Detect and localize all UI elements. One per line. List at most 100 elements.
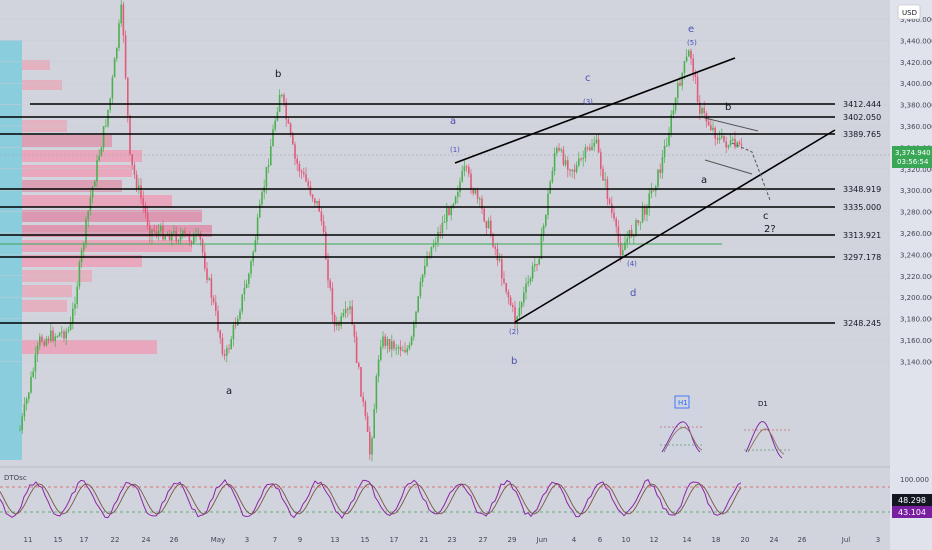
candle-body: [349, 306, 351, 310]
candle-body: [527, 281, 529, 284]
candle-body: [305, 174, 307, 182]
price-axis[interactable]: 3,460.000 3,440.000 3,420.000 3,400.000 3,38…: [900, 16, 932, 366]
candle-body: [294, 144, 296, 159]
candle-body: [386, 338, 389, 346]
candle-body: [633, 235, 635, 237]
candle-body: [175, 231, 177, 241]
candle-body: [234, 324, 237, 326]
candle-body: [296, 158, 298, 164]
candle-body: [580, 158, 582, 160]
candle-body: [573, 169, 576, 172]
level-label-3313: 3313.921: [843, 231, 881, 240]
h1-label: H1: [678, 399, 688, 407]
candle-body: [336, 322, 338, 326]
oscillator-upper-label: 100.000: [900, 476, 929, 484]
candle-body: [61, 331, 63, 333]
candle-body: [58, 332, 61, 337]
candle-body: [540, 233, 543, 259]
candle-body: [536, 264, 538, 266]
candle-body: [144, 205, 147, 213]
candle-body: [311, 194, 314, 199]
h1-label-box: [674, 395, 690, 409]
candle-body: [362, 396, 364, 402]
level-lines: [0, 103, 890, 324]
candle-body: [408, 344, 411, 349]
candle-body: [553, 153, 556, 172]
candle-body: [28, 392, 30, 400]
oscillator-line-fast: [0, 478, 742, 520]
time-tick-label: Jun: [536, 536, 548, 544]
candle-body: [182, 230, 184, 235]
price-tick-label: 3,260.000: [900, 230, 932, 238]
wedge-top-line[interactable]: [704, 117, 759, 132]
candle-body: [265, 166, 268, 188]
candle-body: [239, 311, 241, 320]
oscillator-pane[interactable]: DTOsc: [0, 466, 890, 520]
price-tick-label: 3,400.000: [900, 80, 932, 88]
level-label-3412: 3412.444: [843, 100, 881, 109]
candle-body: [437, 231, 439, 243]
candle-body: [696, 76, 699, 103]
candle-body: [364, 401, 367, 417]
candle-body: [630, 229, 633, 237]
candle-body: [613, 212, 615, 219]
candle-body: [496, 248, 499, 261]
time-tick-label: 13: [331, 536, 340, 544]
price-tick-label: 3,240.000: [900, 251, 932, 259]
candle-body: [254, 239, 257, 252]
candle-body: [190, 241, 193, 244]
upper-trendline[interactable]: [454, 57, 736, 164]
candle-body: [729, 140, 732, 146]
wedge-bottom-line[interactable]: [704, 159, 753, 175]
candle-body: [670, 114, 672, 133]
candle-body: [105, 125, 107, 127]
candle-body: [186, 233, 188, 236]
candle-body: [340, 316, 342, 326]
candle-body: [230, 339, 232, 350]
h1-inset-background: [660, 400, 704, 460]
time-tick-label: 29: [508, 536, 517, 544]
time-axis[interactable]: 11 15 17 22 24 26 May 3 7 9 13 15 17 21 23 27 29 Jun 4 6 10 1…: [24, 536, 881, 544]
candle-body: [492, 233, 494, 247]
candle-body: [644, 207, 646, 215]
candle-body: [652, 190, 655, 192]
candle-body: [248, 273, 250, 284]
candle-body: [498, 258, 501, 261]
candle-body: [648, 193, 650, 209]
candle-body: [545, 214, 547, 226]
time-tick-label: 10: [622, 536, 631, 544]
candle-body: [569, 169, 571, 171]
time-tick-label: 15: [361, 536, 370, 544]
candle-body: [402, 350, 404, 352]
candle-body: [74, 304, 76, 309]
currency-label[interactable]: USD: [897, 4, 921, 20]
volume-profile-bar: [22, 225, 212, 237]
candle-body: [549, 181, 551, 194]
oscillator-value-top: 48.298: [898, 496, 926, 505]
candle-body: [520, 302, 523, 308]
candle-body: [589, 147, 591, 150]
candle-body: [228, 348, 230, 350]
candle-body: [69, 322, 72, 330]
candle-body: [624, 242, 626, 251]
candle-body: [217, 311, 219, 331]
candle-body: [21, 416, 23, 430]
candle-body: [155, 231, 158, 235]
candle-body: [131, 154, 133, 165]
lower-trendline[interactable]: [514, 129, 836, 323]
candle-body: [215, 302, 217, 312]
candle-body: [210, 278, 213, 298]
candle-body: [721, 135, 723, 138]
price-tick-label: 3,300.000: [900, 187, 932, 195]
candle-body: [512, 305, 514, 308]
candle-body: [338, 322, 340, 326]
candle-body: [685, 56, 688, 62]
candle-body: [107, 109, 109, 126]
volume-profile-bar: [22, 340, 157, 354]
candle-body: [355, 336, 358, 364]
candle-body: [474, 189, 477, 194]
volume-profile-bar: [22, 135, 112, 147]
candle-body: [476, 189, 479, 199]
candle-body: [127, 77, 129, 116]
